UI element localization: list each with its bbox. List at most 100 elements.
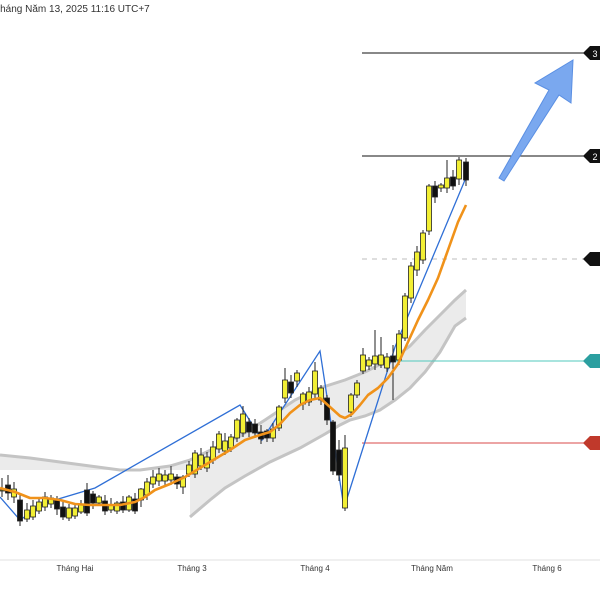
- candle-body: [276, 406, 282, 429]
- candle-body: [336, 449, 342, 476]
- price-tag-label-1: 2: [592, 152, 597, 162]
- candle-body: [354, 382, 360, 396]
- candle: [246, 418, 252, 437]
- candle: [240, 406, 246, 437]
- candle-body: [168, 473, 174, 481]
- chart-timestamp: Tháng Năm 13, 2025 11:16 UTC+7: [0, 4, 150, 15]
- candle-body: [366, 359, 372, 367]
- candle: [360, 348, 366, 374]
- candle: [408, 262, 414, 303]
- candle-body: [240, 413, 246, 434]
- candle: [162, 470, 168, 486]
- candle: [312, 362, 318, 398]
- candle: [24, 503, 30, 522]
- candle: [444, 160, 450, 193]
- x-tick-label: Tháng Năm: [411, 564, 453, 573]
- candle-body: [438, 184, 444, 189]
- projection-arrow: [498, 59, 574, 182]
- price-tag-3: [583, 354, 600, 368]
- candle: [216, 431, 222, 453]
- candle-body: [66, 507, 72, 519]
- candle: [36, 498, 42, 514]
- candle: [420, 230, 426, 264]
- candle-body: [360, 354, 366, 372]
- candle-body: [96, 496, 102, 504]
- candle-body: [456, 159, 462, 180]
- candle: [336, 440, 342, 481]
- candle: [414, 246, 420, 276]
- price-tag-0: [583, 46, 600, 60]
- candle: [84, 483, 90, 516]
- x-tick-label: Tháng 4: [300, 564, 330, 573]
- candle: [366, 357, 372, 370]
- candle: [114, 501, 120, 514]
- candle-body: [252, 423, 258, 434]
- candle: [78, 500, 84, 514]
- candle-body: [384, 356, 390, 369]
- candle-body: [420, 232, 426, 261]
- candle: [150, 470, 156, 488]
- candle-body: [72, 507, 78, 517]
- candle-body: [282, 379, 288, 399]
- candle-body: [450, 176, 456, 187]
- candle: [17, 495, 23, 526]
- candle-body: [150, 476, 156, 485]
- candle-body: [426, 185, 432, 232]
- candle: [282, 368, 288, 403]
- envelope-lower-line: [189, 316, 467, 519]
- candle-body: [390, 355, 396, 363]
- moving-average-line: [0, 204, 468, 507]
- candle-body: [402, 295, 408, 339]
- candle: [288, 375, 294, 398]
- candle-body: [294, 372, 300, 382]
- candle: [426, 184, 432, 235]
- candle: [324, 395, 330, 425]
- candle-body: [36, 501, 42, 512]
- candle: [222, 433, 228, 455]
- candle: [5, 475, 11, 500]
- price-tag-2: [583, 252, 600, 266]
- candle: [192, 450, 198, 478]
- candle-body: [216, 433, 222, 450]
- candle-body: [414, 251, 420, 271]
- price-tag-4: [583, 436, 600, 450]
- candle-body: [444, 177, 450, 189]
- candle-body: [463, 161, 469, 181]
- candle: [156, 468, 162, 486]
- candle-body: [246, 421, 252, 433]
- x-tick-label: Tháng 6: [532, 564, 562, 573]
- candle: [372, 330, 378, 370]
- candle-body: [372, 355, 378, 365]
- candle: [378, 337, 384, 368]
- candle-body: [288, 381, 294, 394]
- candle: [306, 387, 312, 406]
- candle-body: [162, 474, 168, 482]
- candle-body: [54, 499, 60, 510]
- candle-body: [342, 447, 348, 509]
- candle: [60, 500, 66, 520]
- candle: [402, 293, 408, 341]
- candle: [42, 492, 48, 511]
- candle: [252, 419, 258, 438]
- candle: [132, 493, 138, 514]
- price-tag-1: [583, 149, 600, 163]
- candle-body: [312, 370, 318, 395]
- candle-body: [324, 397, 330, 421]
- candle: [72, 505, 78, 519]
- candle-body: [348, 394, 354, 413]
- candle-body: [330, 421, 336, 472]
- candle-body: [156, 473, 162, 482]
- candle: [294, 370, 300, 387]
- candle: [456, 157, 462, 185]
- candle-body: [222, 440, 228, 452]
- candle-body: [24, 509, 30, 520]
- candle-body: [228, 436, 234, 449]
- candle-body: [432, 185, 438, 198]
- candle: [48, 495, 54, 508]
- candle: [30, 500, 36, 520]
- candle: [342, 435, 348, 511]
- candle-body: [30, 505, 36, 518]
- candle-body: [84, 489, 90, 514]
